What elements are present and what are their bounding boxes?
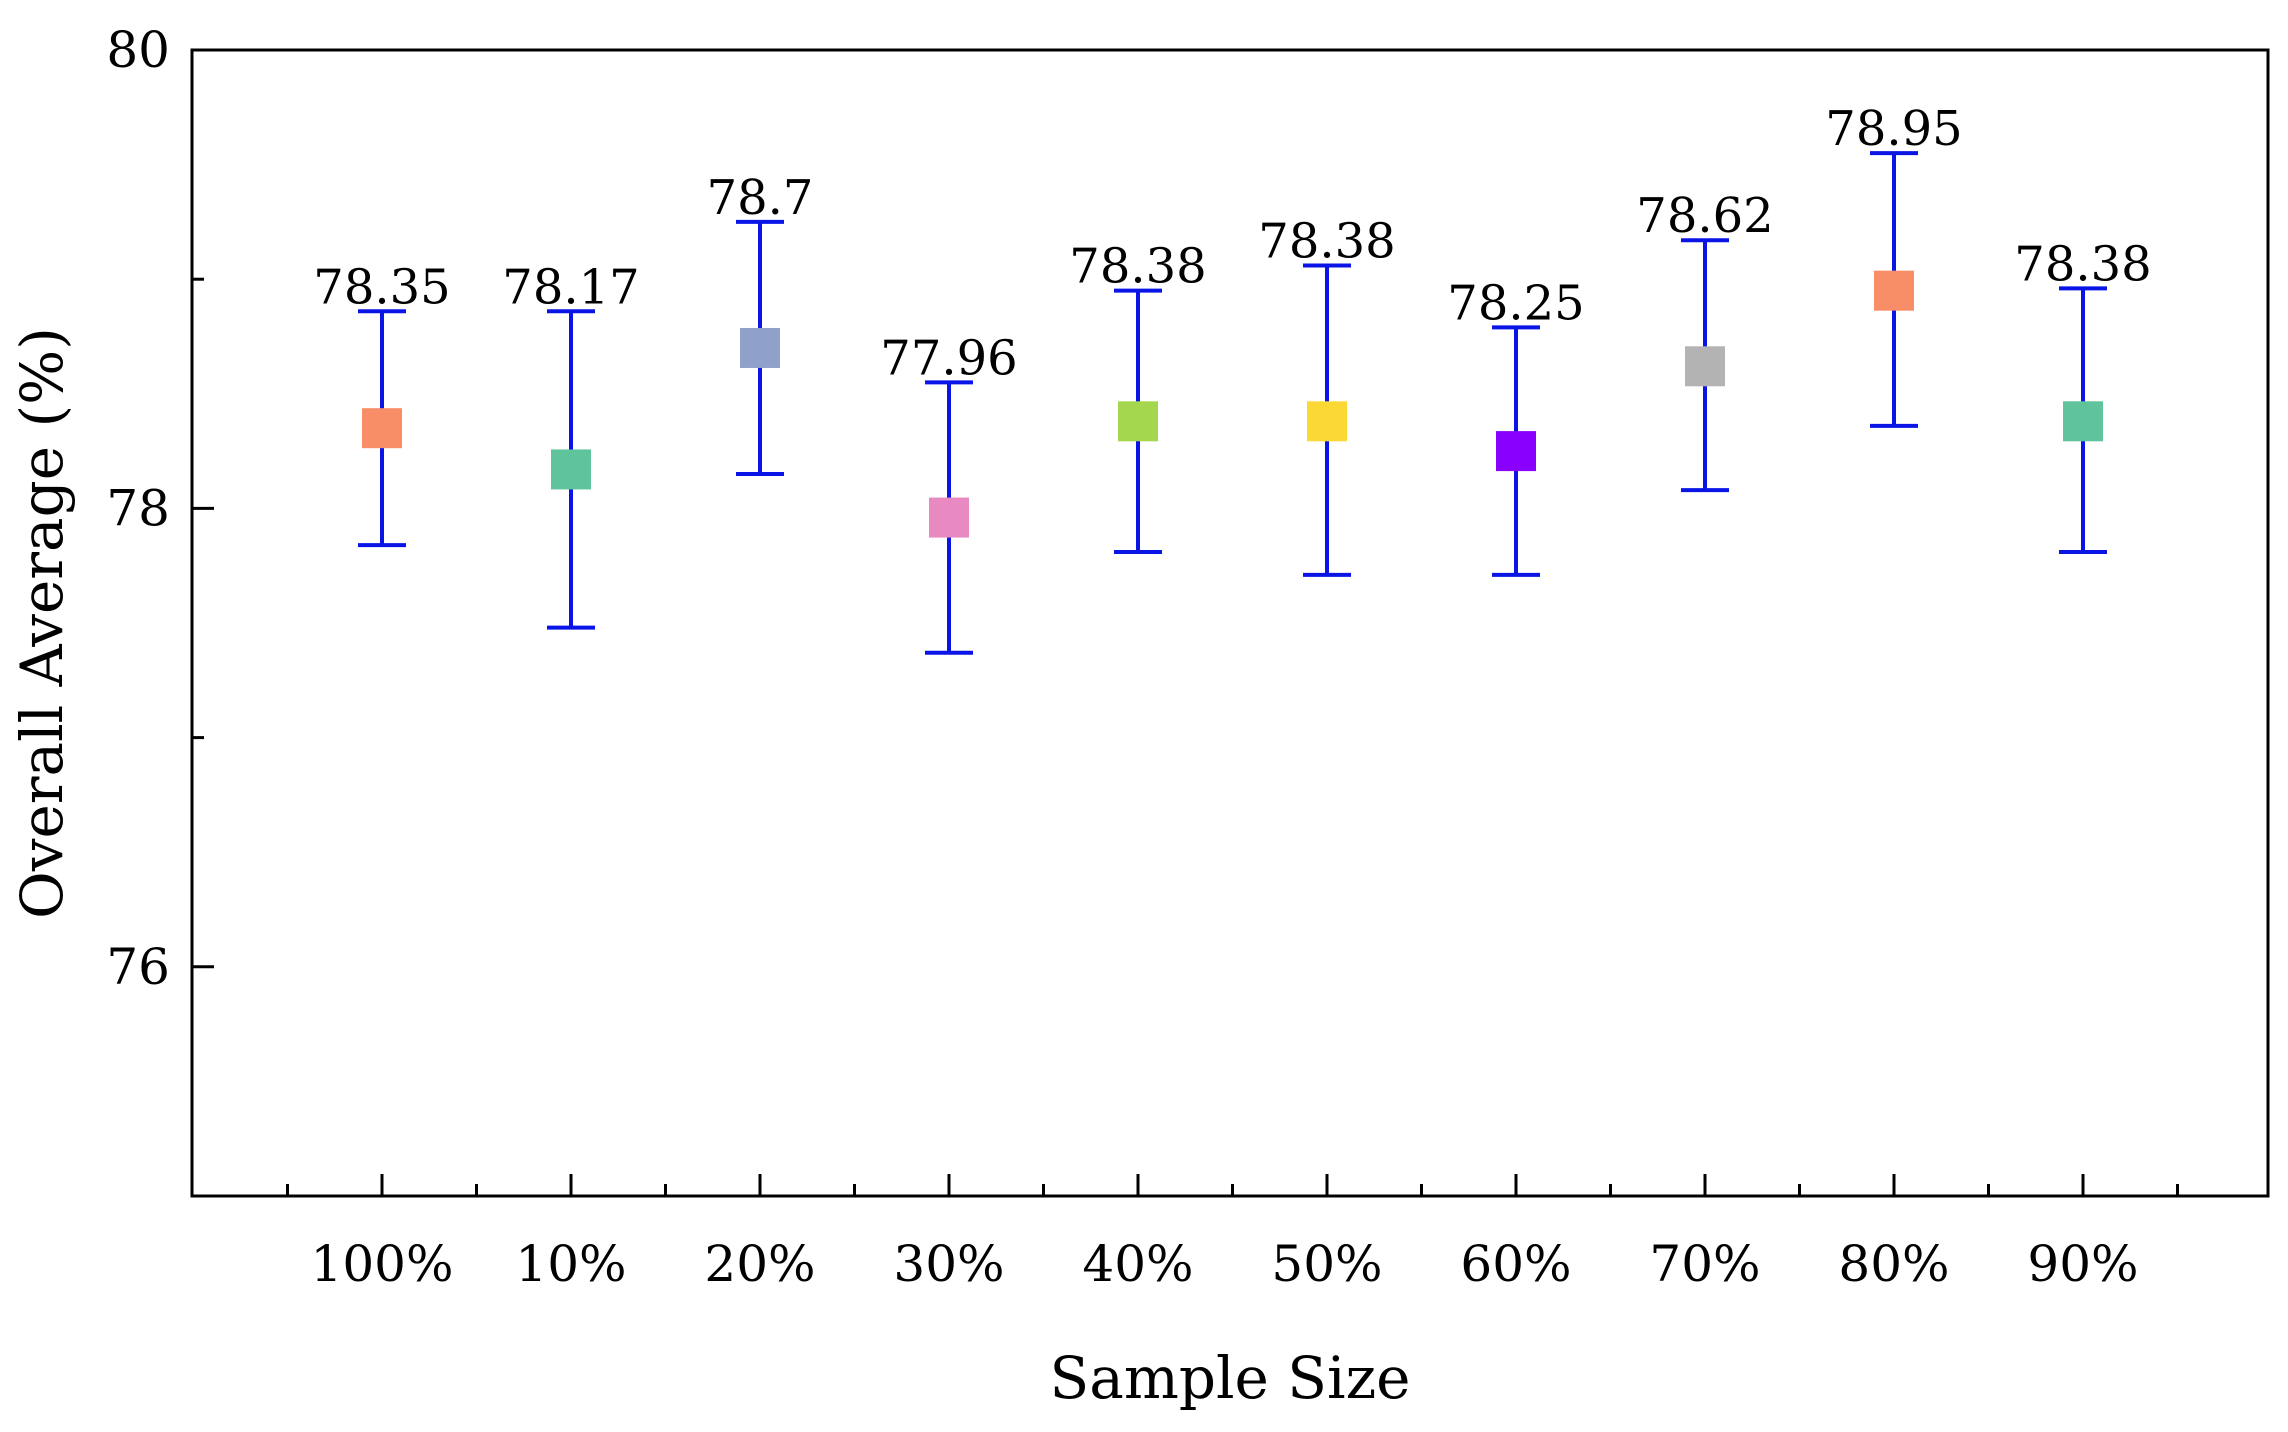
data-point-marker (551, 449, 591, 490)
y-tick-label: 78 (106, 479, 170, 537)
x-tick-label: 100% (311, 1235, 454, 1293)
y-tick-label: 80 (106, 21, 170, 79)
value-label: 78.35 (313, 259, 450, 315)
data-point-marker (1307, 401, 1347, 442)
x-tick-label: 50% (1271, 1235, 1382, 1293)
x-tick-label: 80% (1838, 1235, 1949, 1293)
x-tick-label: 60% (1460, 1235, 1571, 1293)
x-tick-label: 90% (2027, 1235, 2138, 1293)
data-point-marker (362, 408, 402, 449)
plot-frame (190, 48, 2270, 1198)
x-tick-label: 30% (893, 1235, 1004, 1293)
x-tick-label: 20% (704, 1235, 815, 1293)
data-point-marker (929, 497, 969, 538)
error-bars (358, 151, 2107, 655)
data-point-marker (740, 327, 780, 368)
x-tick-labels: 100% 10% 20% 30% 40% 50% 60% 70% 80% 90% (311, 1235, 2139, 1293)
data-point-marker (1685, 346, 1725, 387)
data-point-marker (1496, 431, 1536, 472)
value-label: 78.38 (1069, 239, 1206, 295)
value-label: 78.38 (2014, 236, 2151, 292)
x-tick-label: 10% (515, 1235, 626, 1293)
value-labels: 78.35 78.17 78.7 77.96 78.38 78.38 78.25 78.62 7… (313, 101, 2151, 386)
value-label: 78.7 (707, 170, 814, 226)
value-label: 78.17 (502, 259, 639, 315)
value-label: 77.96 (880, 330, 1017, 386)
x-tick-label: 70% (1649, 1235, 1760, 1293)
value-label: 78.95 (1825, 101, 1962, 157)
x-tick-label: 40% (1082, 1235, 1193, 1293)
data-point-marker (1118, 401, 1158, 442)
y-tick-labels: 76 78 80 (106, 21, 170, 996)
data-point-marker (1874, 270, 1914, 311)
y-axis-title: Overall Average (%) (8, 327, 76, 919)
value-label: 78.62 (1636, 188, 1773, 244)
x-axis-title: Sample Size (1050, 1344, 1411, 1412)
value-label: 78.38 (1258, 213, 1395, 269)
data-markers (362, 270, 2103, 538)
data-point-marker (2063, 401, 2103, 442)
axis-ticks (192, 48, 2179, 1196)
y-tick-label: 76 (106, 938, 170, 996)
value-label: 78.25 (1447, 275, 1584, 331)
